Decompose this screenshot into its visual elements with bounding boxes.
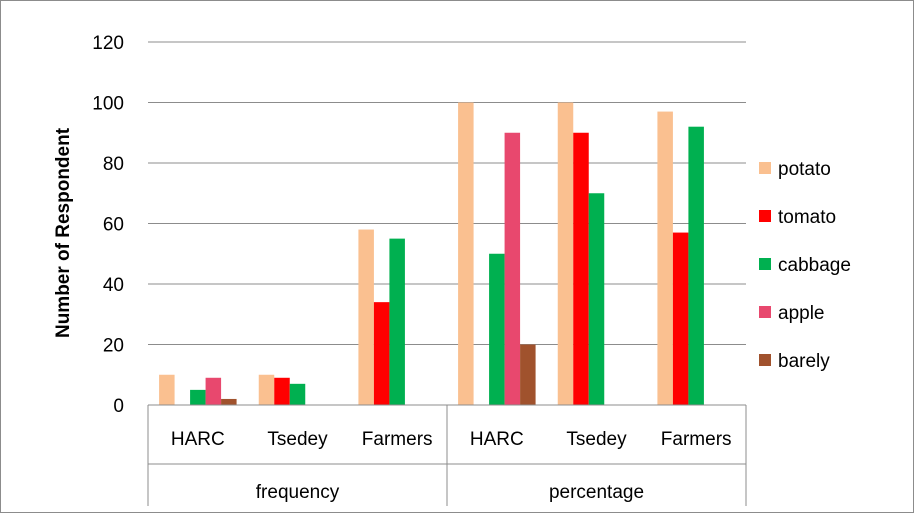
bar-cabbage-farmers	[688, 126, 704, 405]
bar-tomato-tsedey	[573, 132, 589, 405]
legend-swatch-tomato	[759, 210, 771, 222]
bar-tomato-tsedey	[274, 377, 290, 405]
gridlines	[148, 41, 746, 345]
legend-swatch-potato	[759, 162, 771, 174]
legend-swatch-barely	[759, 354, 771, 366]
legend-swatch-cabbage	[759, 258, 771, 270]
bars	[159, 102, 704, 405]
x-category-label: HARC	[470, 429, 524, 450]
legend-label-cabbage: cabbage	[778, 255, 851, 276]
bar-barely-harc	[221, 398, 237, 405]
bar-potato-tsedey	[258, 374, 275, 405]
x-category-label: Farmers	[362, 429, 433, 450]
bar-cabbage-tsedey	[289, 383, 306, 405]
bar-cabbage-harc	[489, 253, 505, 405]
y-axis-title: Number of Respondent	[53, 127, 74, 338]
y-tick-label: 120	[92, 33, 124, 54]
x-category-label: Farmers	[661, 429, 732, 450]
bar-barely-harc	[520, 344, 536, 405]
x-group-label: frequency	[256, 482, 340, 503]
y-tick-label: 100	[92, 94, 124, 115]
bar-apple-harc	[504, 132, 521, 405]
bar-tomato-farmers	[373, 302, 390, 405]
bar-cabbage-tsedey	[588, 193, 605, 405]
bar-potato-tsedey	[557, 102, 574, 405]
bar-potato-harc	[458, 102, 474, 405]
y-tick-label: 40	[103, 275, 124, 296]
legend-swatch-apple	[759, 306, 771, 318]
x-category-label: Tsedey	[566, 429, 627, 450]
x-group-label: percentage	[549, 482, 644, 503]
y-tick-label: 60	[103, 215, 124, 236]
bar-cabbage-harc	[190, 389, 206, 405]
axes: 0 20 40 60 80 100 120 HARC Tsedey Farmers HARC Tsed…	[92, 33, 747, 506]
legend-label-barely: barely	[778, 351, 830, 372]
x-category-label: Tsedey	[267, 429, 328, 450]
bar-tomato-farmers	[672, 232, 689, 405]
bar-potato-farmers	[657, 111, 673, 405]
legend-label-tomato: tomato	[778, 207, 836, 228]
legend: potato tomato cabbage apple barely	[759, 159, 851, 372]
legend-label-potato: potato	[778, 159, 831, 180]
y-tick-label: 80	[103, 154, 124, 175]
y-tick-label: 0	[113, 396, 124, 417]
bar-cabbage-farmers	[389, 238, 405, 405]
legend-label-apple: apple	[778, 303, 825, 324]
x-category-label: HARC	[171, 429, 225, 450]
y-tick-label: 20	[103, 336, 124, 357]
bar-potato-harc	[159, 374, 175, 405]
bar-apple-harc	[205, 377, 222, 405]
bar-potato-farmers	[358, 229, 374, 405]
